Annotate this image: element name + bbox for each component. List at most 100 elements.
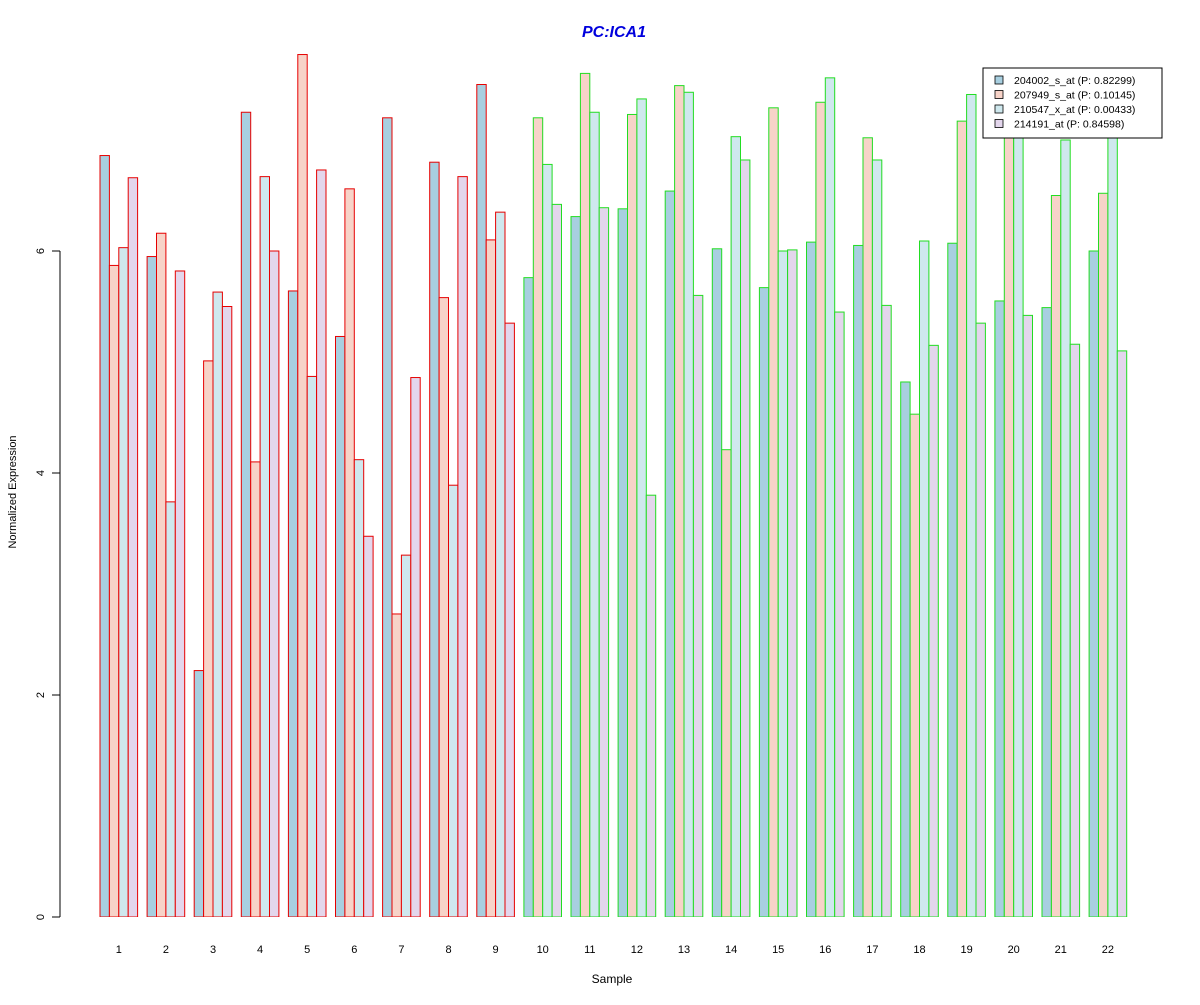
- bar: [730, 136, 741, 917]
- bar: [834, 311, 845, 917]
- bar: [994, 300, 1005, 917]
- bar: [627, 113, 638, 917]
- bar: [504, 322, 515, 917]
- x-tick-label: 7: [398, 944, 404, 956]
- x-tick-label: 18: [913, 944, 925, 956]
- x-axis-label: Sample: [592, 972, 633, 986]
- x-tick-label: 11: [584, 944, 595, 956]
- x-tick-label: 22: [1102, 944, 1114, 956]
- x-tick-label: 6: [351, 944, 357, 956]
- x-tick-labels: 1 2 3 4 5 6 7 8 9 10 11 12 13 14 15 16 17 18 19 20 21 22: [116, 944, 1114, 956]
- bar: [250, 461, 261, 917]
- bar: [589, 111, 600, 917]
- bar: [956, 120, 968, 917]
- bar: [438, 297, 450, 917]
- bar: [1107, 128, 1118, 917]
- x-tick-label: 4: [257, 944, 263, 956]
- bar: [683, 91, 694, 917]
- bar: [551, 203, 562, 917]
- legend-swatch: [994, 90, 1004, 99]
- y-tick-label: 4: [35, 470, 47, 476]
- bar: [1069, 343, 1081, 917]
- bar: [363, 535, 374, 917]
- bar: [297, 54, 308, 917]
- bar: [570, 216, 581, 917]
- x-tick-label: 16: [819, 944, 831, 956]
- bar: [881, 304, 892, 917]
- legend-box: [982, 67, 1163, 139]
- bar: [768, 107, 779, 917]
- x-tick-label: 19: [960, 944, 972, 956]
- legend-label: 207949_s_at (P: 0.10145): [1014, 90, 1135, 102]
- bar: [806, 241, 817, 917]
- bar: [485, 239, 497, 917]
- x-tick-label: 8: [445, 944, 451, 956]
- bar: [108, 264, 120, 917]
- bar: [287, 290, 299, 917]
- bar: [1050, 195, 1062, 917]
- legend-label: 210547_x_at (P: 0.00433): [1014, 104, 1135, 116]
- x-tick-label: 9: [493, 944, 499, 956]
- bar: [579, 72, 591, 917]
- chart-title: PC:ICA1: [582, 24, 646, 41]
- bar: [871, 159, 883, 917]
- bar: [1098, 192, 1109, 917]
- x-tick-label: 2: [163, 944, 169, 956]
- x-tick-label: 3: [210, 944, 216, 956]
- bar: [391, 613, 402, 917]
- y-tick-label: 6: [35, 248, 47, 254]
- legend-swatch: [994, 119, 1004, 128]
- bar: [382, 117, 393, 917]
- bar: [664, 190, 676, 917]
- bar: [909, 413, 920, 917]
- bar: [400, 554, 412, 917]
- bar: [146, 256, 158, 917]
- bar: [740, 159, 751, 917]
- bar: [1088, 250, 1099, 917]
- bar-series-group: [99, 54, 1128, 917]
- x-tick-label: 12: [631, 944, 643, 956]
- legend-swatch: [994, 104, 1004, 114]
- bar: [721, 449, 732, 917]
- bar: [824, 77, 836, 917]
- bar: [542, 163, 553, 917]
- x-tick-label: 20: [1008, 944, 1020, 956]
- bar: [212, 291, 223, 917]
- bar: [156, 232, 167, 917]
- y-axis: 0 2 4 6: [35, 248, 61, 920]
- bar: [862, 137, 873, 917]
- bar: [928, 344, 939, 917]
- x-tick-label: 21: [1055, 944, 1067, 956]
- bar: [711, 248, 723, 917]
- bar: [1060, 139, 1071, 917]
- bar: [410, 377, 421, 917]
- bar: [975, 322, 986, 917]
- legend: 204002_s_at (P: 0.82299) 207949_s_at (P: …: [982, 67, 1163, 139]
- bar: [269, 250, 280, 917]
- bar: [1022, 314, 1033, 917]
- bar: [448, 484, 459, 917]
- bar: [777, 250, 789, 917]
- bar: [193, 670, 205, 917]
- bar: [1041, 307, 1052, 917]
- bar: [947, 242, 958, 917]
- bar: [165, 501, 176, 917]
- bar: [335, 335, 346, 917]
- bar: [118, 247, 129, 917]
- bar: [476, 84, 487, 917]
- legend-label: 204002_s_at (P: 0.82299): [1014, 75, 1135, 87]
- bar: [203, 360, 214, 917]
- bar: [316, 169, 327, 917]
- bar: [1013, 128, 1024, 917]
- bar: [221, 306, 233, 917]
- bar: [353, 459, 365, 917]
- x-tick-label: 10: [537, 944, 549, 956]
- bar: [306, 375, 318, 917]
- bar: [127, 177, 139, 917]
- bar: [966, 93, 977, 917]
- bar: [532, 117, 544, 917]
- bar: [457, 176, 468, 917]
- bar: [900, 381, 911, 917]
- x-tick-label: 1: [116, 944, 122, 956]
